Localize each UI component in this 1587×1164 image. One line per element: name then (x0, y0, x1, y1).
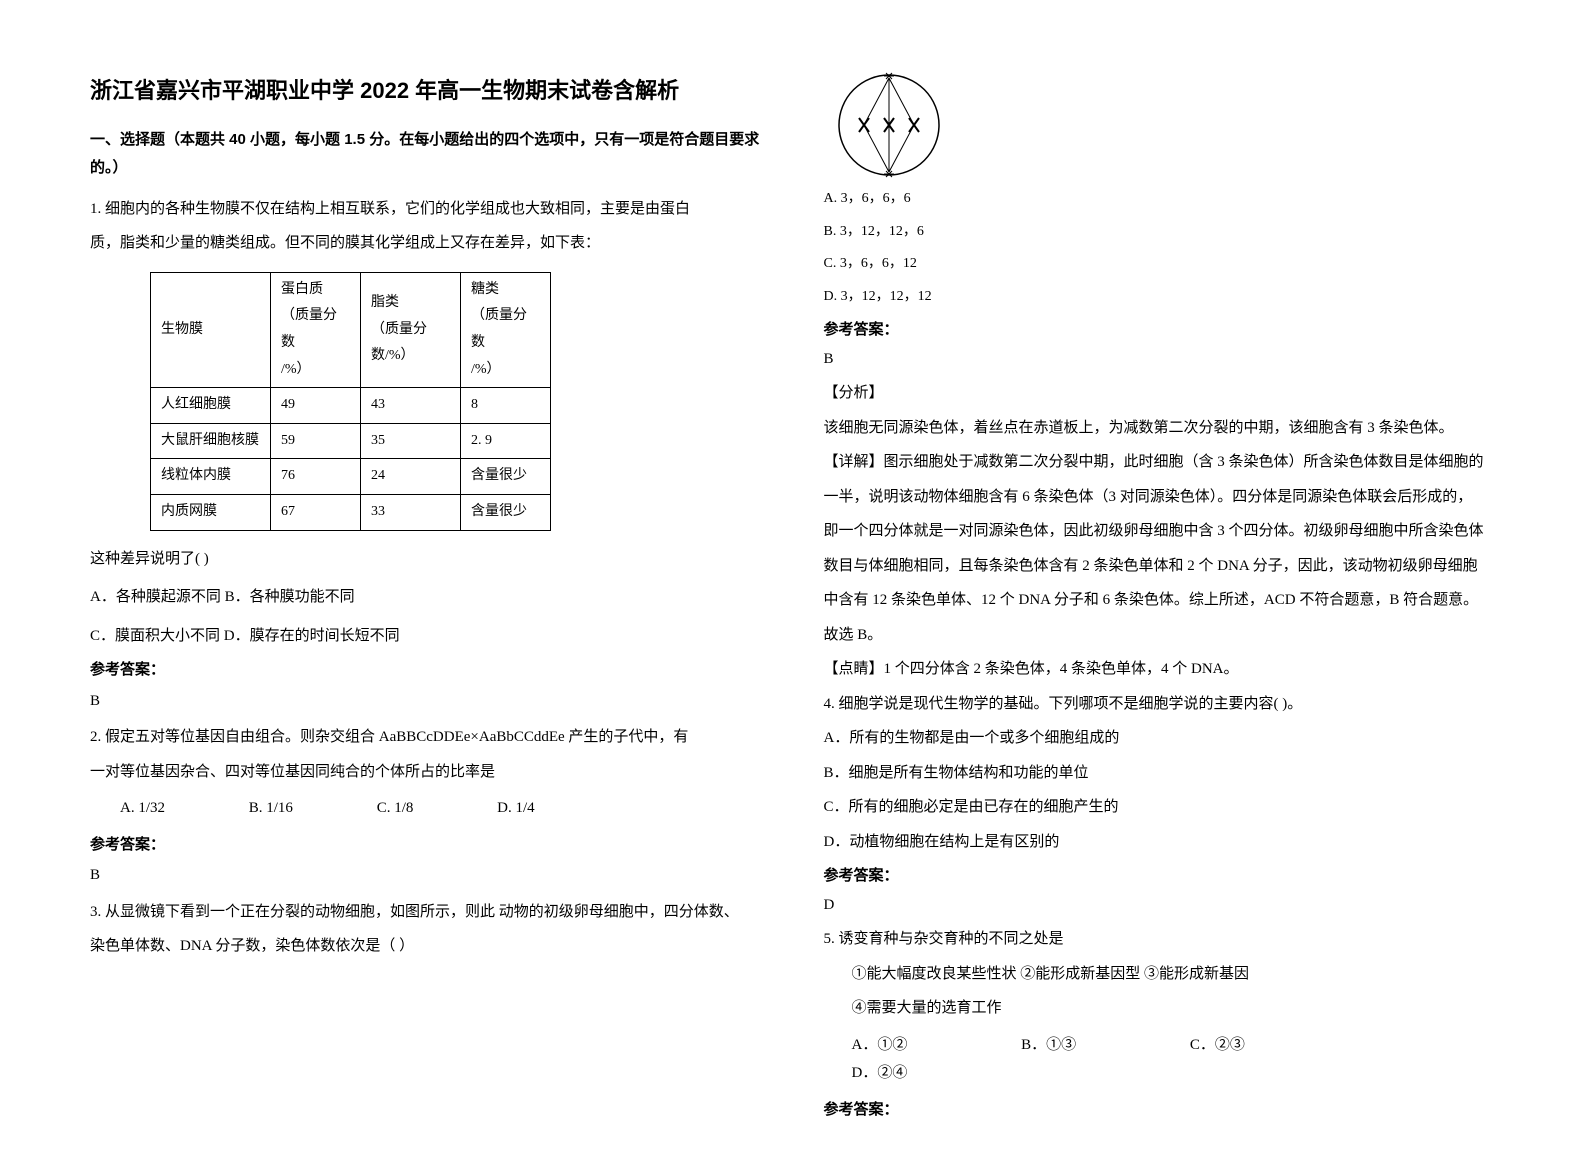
q5-line1: ①能大幅度改良某些性状 ②能形成新基因型 ③能形成新基因 (824, 960, 1498, 989)
left-column: 浙江省嘉兴市平湖职业中学 2022 年高一生物期末试卷含解析 一、选择题（本题共… (90, 70, 764, 1124)
q5-answer-label: 参考答案： (824, 1096, 1498, 1125)
q4-opt-b: B．细胞是所有生物体结构和功能的单位 (824, 759, 1498, 788)
cell: 含量很少 (461, 459, 551, 495)
cell: 76 (271, 459, 361, 495)
cell: 35 (361, 423, 461, 459)
q4-opt-a: A．所有的生物都是由一个或多个细胞组成的 (824, 724, 1498, 753)
cell: 8 (461, 388, 551, 424)
q1-answer-label: 参考答案： (90, 656, 764, 685)
q3-detail-6: 故选 B。 (824, 621, 1498, 650)
cell: 24 (361, 459, 461, 495)
table-row: 线粒体内膜 76 24 含量很少 (151, 459, 551, 495)
q3-detail-3: 即一个四分体就是一对同源染色体，因此初级卵母细胞中含 3 个四分体。初级卵母细胞… (824, 517, 1498, 546)
q5-opt-b: B．①③ (1021, 1031, 1076, 1060)
th-lipid: 脂类 （质量分数/%） (361, 272, 461, 387)
cell: 人红细胞膜 (151, 388, 271, 424)
q3-opt-a: A. 3，6，6，6 (824, 186, 1498, 213)
q1-opts-ab: A．各种膜起源不同 B．各种膜功能不同 (90, 583, 764, 612)
table-row: 内质网膜 67 33 含量很少 (151, 494, 551, 530)
q2-stem-a: 2. 假定五对等位基因自由组合。则杂交组合 AaBBCcDDEe×AaBbCCd… (90, 723, 764, 752)
cell: 线粒体内膜 (151, 459, 271, 495)
q1-opts-cd: C．膜面积大小不同 D．膜存在的时间长短不同 (90, 622, 764, 651)
q3-answer-label: 参考答案： (824, 316, 1498, 345)
cell: 含量很少 (461, 494, 551, 530)
q2-answer: B (90, 861, 764, 890)
cell-diagram (834, 70, 1498, 180)
q3-detail-2: 一半，说明该动物体细胞含有 6 条染色体（3 对同源染色体）。四分体是同源染色体… (824, 483, 1498, 512)
q3-opt-d: D. 3，12，12，12 (824, 284, 1498, 311)
q3-stem-a: 3. 从显微镜下看到一个正在分裂的动物细胞，如图所示，则此 动物的初级卵母细胞中… (90, 898, 764, 927)
q3-detail-1: 【详解】图示细胞处于减数第二次分裂中期，此时细胞（含 3 条染色体）所含染色体数… (824, 448, 1498, 477)
table-row: 大鼠肝细胞核膜 59 35 2. 9 (151, 423, 551, 459)
q3-analysis-label: 【分析】 (824, 379, 1498, 408)
q2-opt-a: A. 1/32 (120, 794, 165, 823)
q3-stem-b: 染色单体数、DNA 分子数，染色体数依次是（ ） (90, 932, 764, 961)
q4-stem: 4. 细胞学说是现代生物学的基础。下列哪项不是细胞学说的主要内容( )。 (824, 690, 1498, 719)
cell: 67 (271, 494, 361, 530)
q5-options: A．①② B．①③ C．②③ D．②④ (824, 1031, 1498, 1088)
q3-tip: 【点睛】1 个四分体含 2 条染色体，4 条染色单体，4 个 DNA。 (824, 655, 1498, 684)
q3-answer: B (824, 345, 1498, 374)
q2-stem-b: 一对等位基因杂合、四对等位基因同纯合的个体所占的比率是 (90, 758, 764, 787)
q3-detail-4: 数目与体细胞相同，且每条染色体含有 2 条染色单体和 2 个 DNA 分子，因此… (824, 552, 1498, 581)
q2-options: A. 1/32 B. 1/16 C. 1/8 D. 1/4 (90, 794, 764, 823)
cell: 大鼠肝细胞核膜 (151, 423, 271, 459)
q5-opt-c: C．②③ (1190, 1031, 1245, 1060)
q3-opt-c: C. 3，6，6，12 (824, 251, 1498, 278)
th-membrane: 生物膜 (151, 272, 271, 387)
cell: 2. 9 (461, 423, 551, 459)
q5-stem: 5. 诱变育种与杂交育种的不同之处是 (824, 925, 1498, 954)
th-sugar: 糖类 （质量分数 /%） (461, 272, 551, 387)
cell: 43 (361, 388, 461, 424)
section-intro: 一、选择题（本题共 40 小题，每小题 1.5 分。在每小题给出的四个选项中，只… (90, 126, 764, 183)
cell-svg (834, 70, 944, 180)
q4-opt-d: D．动植物细胞在结构上是有区别的 (824, 828, 1498, 857)
q1-table: 生物膜 蛋白质 （质量分数 /%） 脂类 （质量分数/%） 糖类 （质量分数 /… (150, 272, 551, 531)
cell: 59 (271, 423, 361, 459)
q4-answer-label: 参考答案： (824, 862, 1498, 891)
q3-analysis-1: 该细胞无同源染色体，着丝点在赤道板上，为减数第二次分裂的中期，该细胞含有 3 条… (824, 414, 1498, 443)
q2-opt-c: C. 1/8 (377, 794, 414, 823)
table-row: 人红细胞膜 49 43 8 (151, 388, 551, 424)
q4-answer: D (824, 891, 1498, 920)
cell: 33 (361, 494, 461, 530)
q2-opt-b: B. 1/16 (249, 794, 293, 823)
q5-line2: ④需要大量的选育工作 (824, 994, 1498, 1023)
q5-opt-d: D．②④ (852, 1059, 908, 1088)
exam-title: 浙江省嘉兴市平湖职业中学 2022 年高一生物期末试卷含解析 (90, 70, 764, 112)
q5-opt-a: A．①② (852, 1031, 908, 1060)
q2-opt-d: D. 1/4 (497, 794, 535, 823)
q3-opt-b: B. 3，12，12，6 (824, 219, 1498, 246)
q3-detail-5: 中含有 12 条染色单体、12 个 DNA 分子和 6 条染色体。综上所述，AC… (824, 586, 1498, 615)
right-column: A. 3，6，6，6 B. 3，12，12，6 C. 3，6，6，12 D. 3… (824, 70, 1498, 1124)
th-protein: 蛋白质 （质量分数 /%） (271, 272, 361, 387)
q2-answer-label: 参考答案： (90, 831, 764, 860)
cell: 49 (271, 388, 361, 424)
q4-opt-c: C．所有的细胞必定是由已存在的细胞产生的 (824, 793, 1498, 822)
q1-answer: B (90, 687, 764, 716)
table-head-row: 生物膜 蛋白质 （质量分数 /%） 脂类 （质量分数/%） 糖类 （质量分数 /… (151, 272, 551, 387)
q1-stem-a: 1. 细胞内的各种生物膜不仅在结构上相互联系，它们的化学组成也大致相同，主要是由… (90, 195, 764, 224)
q1-tail: 这种差异说明了( ) (90, 545, 764, 574)
cell: 内质网膜 (151, 494, 271, 530)
q1-stem-b: 质，脂类和少量的糖类组成。但不同的膜其化学组成上又存在差异，如下表： (90, 229, 764, 258)
